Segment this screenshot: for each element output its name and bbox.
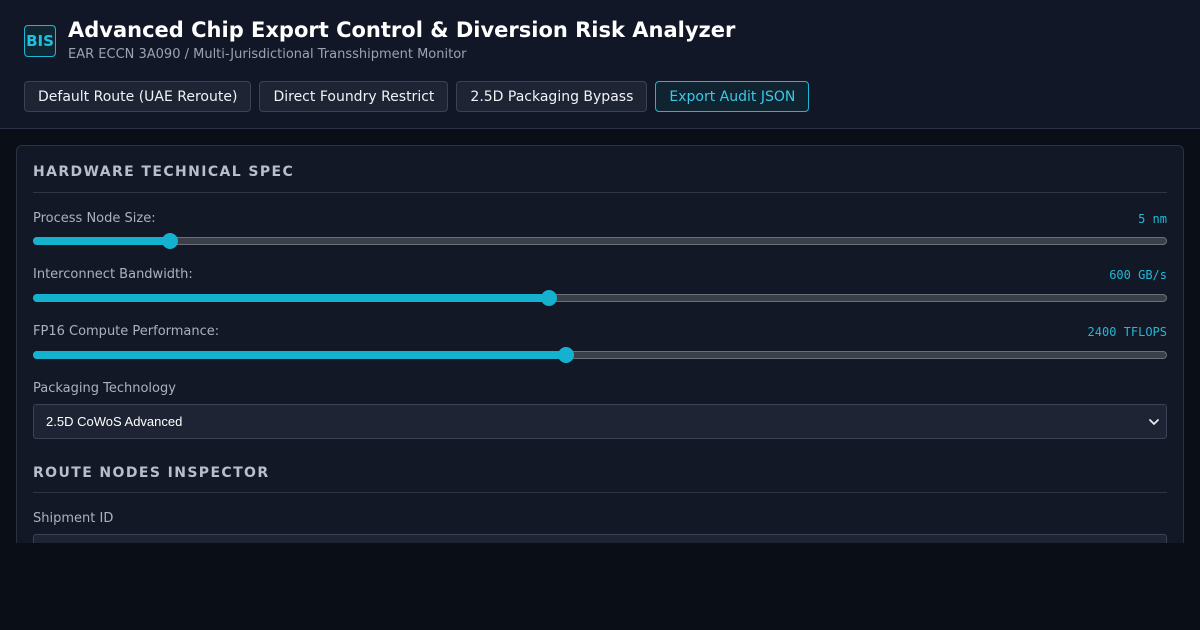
packaging-bypass-button[interactable]: 2.5D Packaging Bypass: [456, 81, 648, 112]
packaging-label: Packaging Technology: [33, 381, 176, 396]
slider-track: [33, 237, 1167, 245]
app-header: BIS Advanced Chip Export Control & Diver…: [0, 0, 1200, 129]
packaging-selected-value: 2.5D CoWoS Advanced: [46, 414, 183, 429]
route-inspector-heading: ROUTE NODES INSPECTOR: [33, 465, 270, 481]
process-node-label: Process Node Size:: [33, 211, 156, 226]
process-node-value: 5 nm: [1138, 212, 1167, 226]
process-node-slider[interactable]: [33, 233, 1167, 249]
page-title: Advanced Chip Export Control & Diversion…: [68, 18, 736, 42]
slider-thumb[interactable]: [540, 290, 557, 306]
export-audit-json-button[interactable]: Export Audit JSON: [655, 81, 810, 112]
direct-foundry-restrict-button[interactable]: Direct Foundry Restrict: [259, 81, 449, 112]
slider-fill: [33, 294, 549, 302]
shipment-id-input[interactable]: [33, 534, 1167, 543]
hardware-spec-heading: HARDWARE TECHNICAL SPEC: [33, 164, 295, 180]
bis-logo: BIS: [24, 25, 56, 57]
control-panel: HARDWARE TECHNICAL SPEC Process Node Siz…: [16, 145, 1184, 543]
section-divider: [33, 192, 1167, 193]
bandwidth-value: 600 GB/s: [1109, 268, 1167, 282]
bandwidth-slider[interactable]: [33, 290, 1167, 306]
content-viewport[interactable]: HARDWARE TECHNICAL SPEC Process Node Siz…: [0, 129, 1200, 543]
packaging-select[interactable]: 2.5D CoWoS Advanced: [33, 404, 1167, 439]
shipment-id-label: Shipment ID: [33, 511, 114, 526]
slider-fill: [33, 351, 566, 359]
default-route-button[interactable]: Default Route (UAE Reroute): [24, 81, 252, 112]
slider-thumb[interactable]: [557, 347, 574, 363]
page-subtitle: EAR ECCN 3A090 / Multi-Jurisdictional Tr…: [68, 47, 467, 62]
fp16-label: FP16 Compute Performance:: [33, 324, 220, 339]
fp16-slider[interactable]: [33, 347, 1167, 363]
bandwidth-label: Interconnect Bandwidth:: [33, 267, 193, 282]
slider-thumb[interactable]: [162, 233, 179, 249]
section-divider: [33, 492, 1167, 493]
chevron-down-icon: [1149, 419, 1159, 425]
fp16-value: 2400 TFLOPS: [1087, 325, 1167, 339]
scenario-toolbar: Default Route (UAE Reroute) Direct Found…: [24, 81, 810, 112]
slider-fill: [33, 237, 171, 245]
